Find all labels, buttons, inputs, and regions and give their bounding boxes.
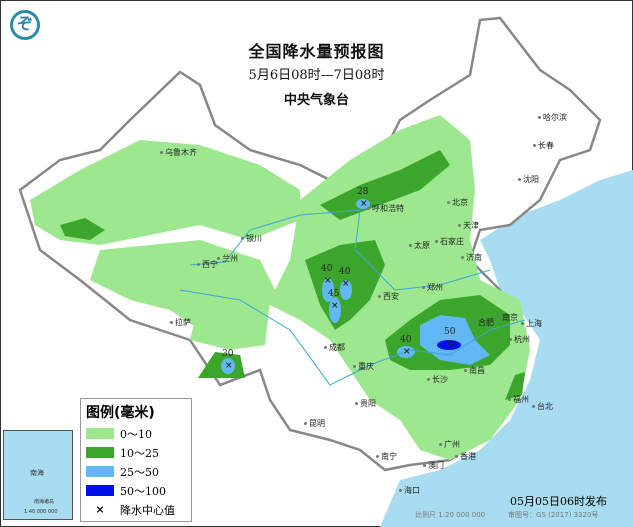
legend-label: 25～50	[120, 465, 159, 479]
rain-10-25-inner-mongolia	[320, 150, 450, 220]
publish-time: 05月05日06时发布	[510, 495, 607, 508]
rain-10-25-xinjiang	[60, 218, 105, 240]
map-title: 全国降水量预报图	[248, 42, 385, 61]
city-label: 贵阳	[355, 399, 376, 408]
city-label: 成都	[324, 343, 345, 352]
rain-25-50-tibet	[221, 358, 235, 374]
city-label: 天津	[458, 221, 479, 230]
city-label: 北京	[447, 198, 468, 207]
inset-islands-label: 南海诸岛	[34, 499, 55, 505]
rain-25-50-gansu-3	[329, 297, 341, 323]
rain-center-marker: ×	[342, 279, 350, 289]
rain-center-marker: ×	[360, 199, 368, 209]
rain-center-value: 40	[321, 264, 333, 274]
city-label: 上海	[521, 319, 542, 328]
rain-25-50-gansu-1	[322, 278, 334, 302]
city-label: 台北	[532, 402, 553, 411]
city-label: 济南	[461, 253, 482, 262]
city-label: 南京	[497, 313, 518, 322]
city-label: 西宁	[197, 260, 218, 269]
rain-center-value: 50	[444, 327, 456, 337]
rain-25-50-anhui	[420, 315, 490, 365]
rain-0-10-xinjiang	[30, 140, 300, 245]
yangtze-river	[179, 289, 526, 386]
south-china-sea-inset: 南海 南海诸岛 1:40 000 000	[3, 430, 73, 520]
rain-center-marker: ×	[331, 301, 339, 311]
city-label: 太原	[409, 241, 430, 250]
legend-label: 降水中心值	[120, 503, 175, 517]
rain-center-marker: ×	[225, 361, 233, 371]
inset-sea-label: 南海	[30, 469, 44, 477]
city-label: 哈尔滨	[538, 113, 567, 122]
rain-center-marker: ×	[447, 339, 455, 349]
forecast-period: 5月6日08时—7日08时	[248, 68, 385, 83]
rain-center-value: 30	[222, 349, 234, 359]
city-label: 长沙	[427, 375, 448, 384]
city-label: 沈阳	[518, 175, 539, 184]
city-label: 昆明	[304, 419, 325, 428]
rain-center-value: 45	[328, 289, 340, 299]
legend-label: 10～25	[120, 446, 159, 460]
legend-item: 50～100	[86, 481, 191, 500]
city-label: 南昌	[464, 366, 485, 375]
yellow-river	[189, 209, 491, 291]
legend-title: 图例(毫米)	[86, 405, 155, 421]
city-label: 南宁	[376, 452, 397, 461]
rain-center-value: 40	[339, 267, 351, 277]
city-label: 乌鲁木齐	[160, 148, 197, 157]
rain-center-marker: ×	[324, 276, 332, 286]
city-label: 石家庄	[435, 237, 464, 246]
city-label: 海口	[399, 486, 420, 495]
legend-item: 10～25	[86, 443, 191, 462]
city-label: 杭州	[509, 335, 530, 344]
center-symbol: ×	[95, 503, 105, 516]
city-label: 西安	[378, 292, 399, 301]
legend-item: 25～50	[86, 462, 191, 481]
city-label: 重庆	[353, 362, 374, 371]
city-label: 拉萨	[170, 318, 191, 327]
map-scale: 比例尺 1:20 000 000	[415, 511, 486, 519]
legend-item: × 降水中心值	[86, 500, 191, 519]
legend-item: 0～10	[86, 424, 191, 443]
city-label: 广州	[439, 440, 460, 449]
rain-center-marker: ×	[403, 347, 411, 357]
city-label: 呼和浩特	[367, 204, 404, 213]
inset-scale: 1:40 000 000	[24, 509, 58, 515]
city-label: 兰州	[217, 254, 238, 263]
city-label: 福州	[508, 395, 529, 404]
review-number: 审图号：GS (2017) 3320号	[508, 511, 599, 519]
city-label: 银川	[241, 234, 262, 243]
legend-label: 0～10	[120, 427, 152, 441]
sea-east	[380, 170, 633, 527]
legend: 图例(毫米) 0～10 10～25 25～50 50～100 × 降水中心值	[80, 398, 192, 522]
rain-25-50-gansu-2	[340, 280, 352, 300]
rain-0-10-tibet	[90, 240, 280, 330]
rain-25-50-nm	[356, 199, 370, 209]
rain-50-100-anhui	[437, 340, 461, 350]
rain-center-value: 28	[357, 187, 369, 197]
city-label: 澳门	[423, 461, 444, 470]
city-label: 长春	[533, 141, 554, 150]
issuer: 中央气象台	[283, 93, 349, 108]
legend-label: 50～100	[120, 484, 166, 498]
rain-center-value: 40	[400, 335, 412, 345]
cma-logo: ぞ	[10, 10, 40, 40]
city-label: 郑州	[422, 283, 443, 292]
rain-10-25-fujian	[505, 372, 525, 400]
city-label: 合肥	[473, 318, 494, 327]
city-label: 香港	[455, 452, 476, 461]
